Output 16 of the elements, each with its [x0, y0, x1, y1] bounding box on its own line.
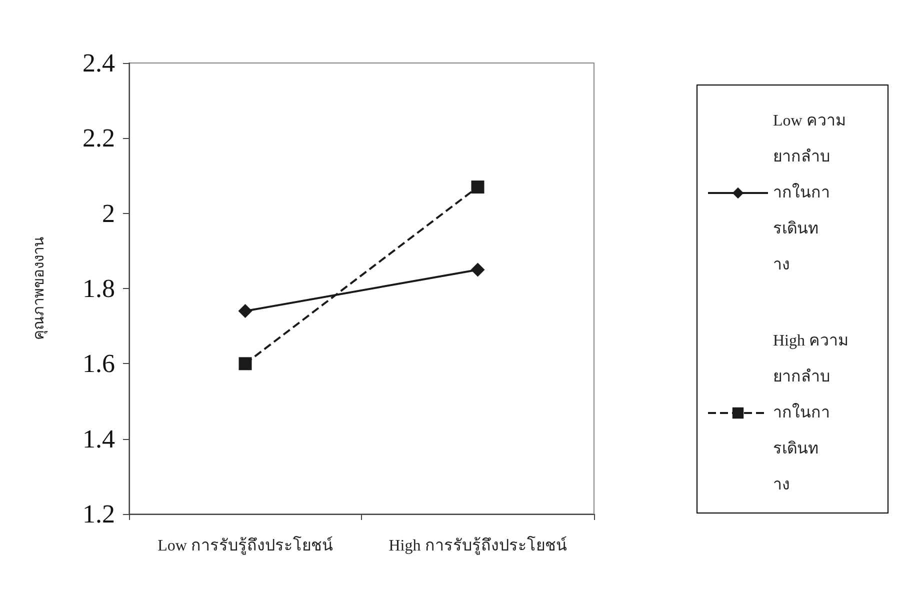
y-tick-label: 2.4: [82, 48, 115, 78]
y-tick-label: 2: [102, 198, 115, 228]
y-axis-title: คุณภาพของงาน: [32, 237, 48, 340]
legend-label: Low ความยากลำบากในการเดินทาง: [773, 112, 846, 274]
y-tick-label: 1.2: [82, 500, 115, 528]
x-tick-label: Low การรับรู้ถึงประโยชน์: [158, 536, 333, 556]
x-tick-label: High การรับรู้ถึงประโยชน์: [388, 536, 567, 556]
point: [238, 304, 252, 318]
y-tick-label: 1.8: [82, 274, 115, 303]
y-tick-label: 2.2: [82, 124, 115, 153]
point: [471, 180, 484, 194]
point: [470, 262, 485, 277]
y-tick-label: 1.4: [82, 424, 115, 454]
y-tick-label: 1.6: [82, 349, 115, 378]
legend-label: High ความยากลำบากในการเดินทาง: [773, 332, 849, 494]
point: [238, 357, 252, 370]
